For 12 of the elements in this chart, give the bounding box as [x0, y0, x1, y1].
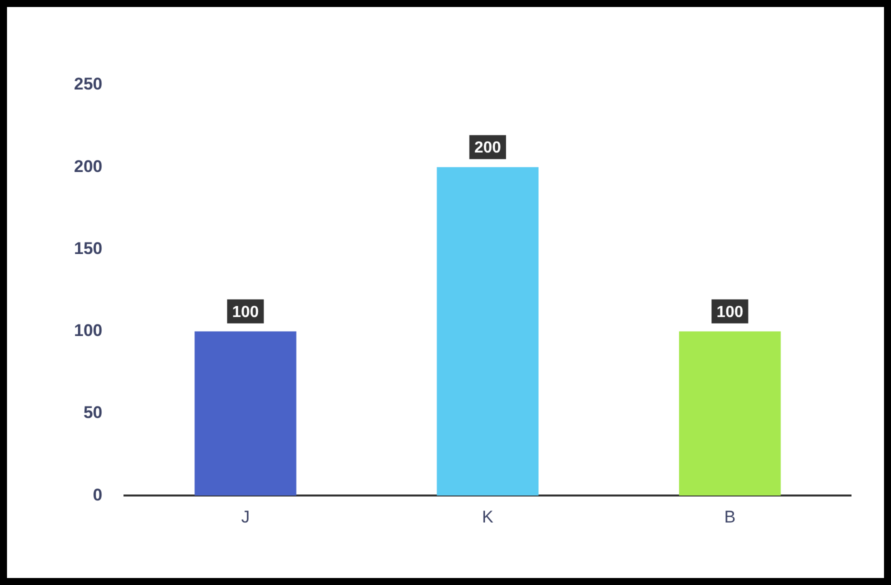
- data-label: 100: [232, 304, 259, 321]
- x-tick-label: K: [482, 507, 494, 526]
- y-tick-label: 250: [74, 74, 102, 94]
- data-label: 200: [474, 140, 502, 157]
- x-tick-label: J: [241, 507, 250, 526]
- data-label: 100: [716, 304, 744, 321]
- y-tick-label: 0: [92, 485, 102, 504]
- x-tick-label: B: [724, 507, 736, 526]
- y-tick-label: 100: [74, 321, 102, 340]
- y-tick-label: 150: [74, 238, 102, 258]
- y-tick-label: 200: [74, 156, 102, 176]
- y-tick-label: 50: [83, 403, 102, 422]
